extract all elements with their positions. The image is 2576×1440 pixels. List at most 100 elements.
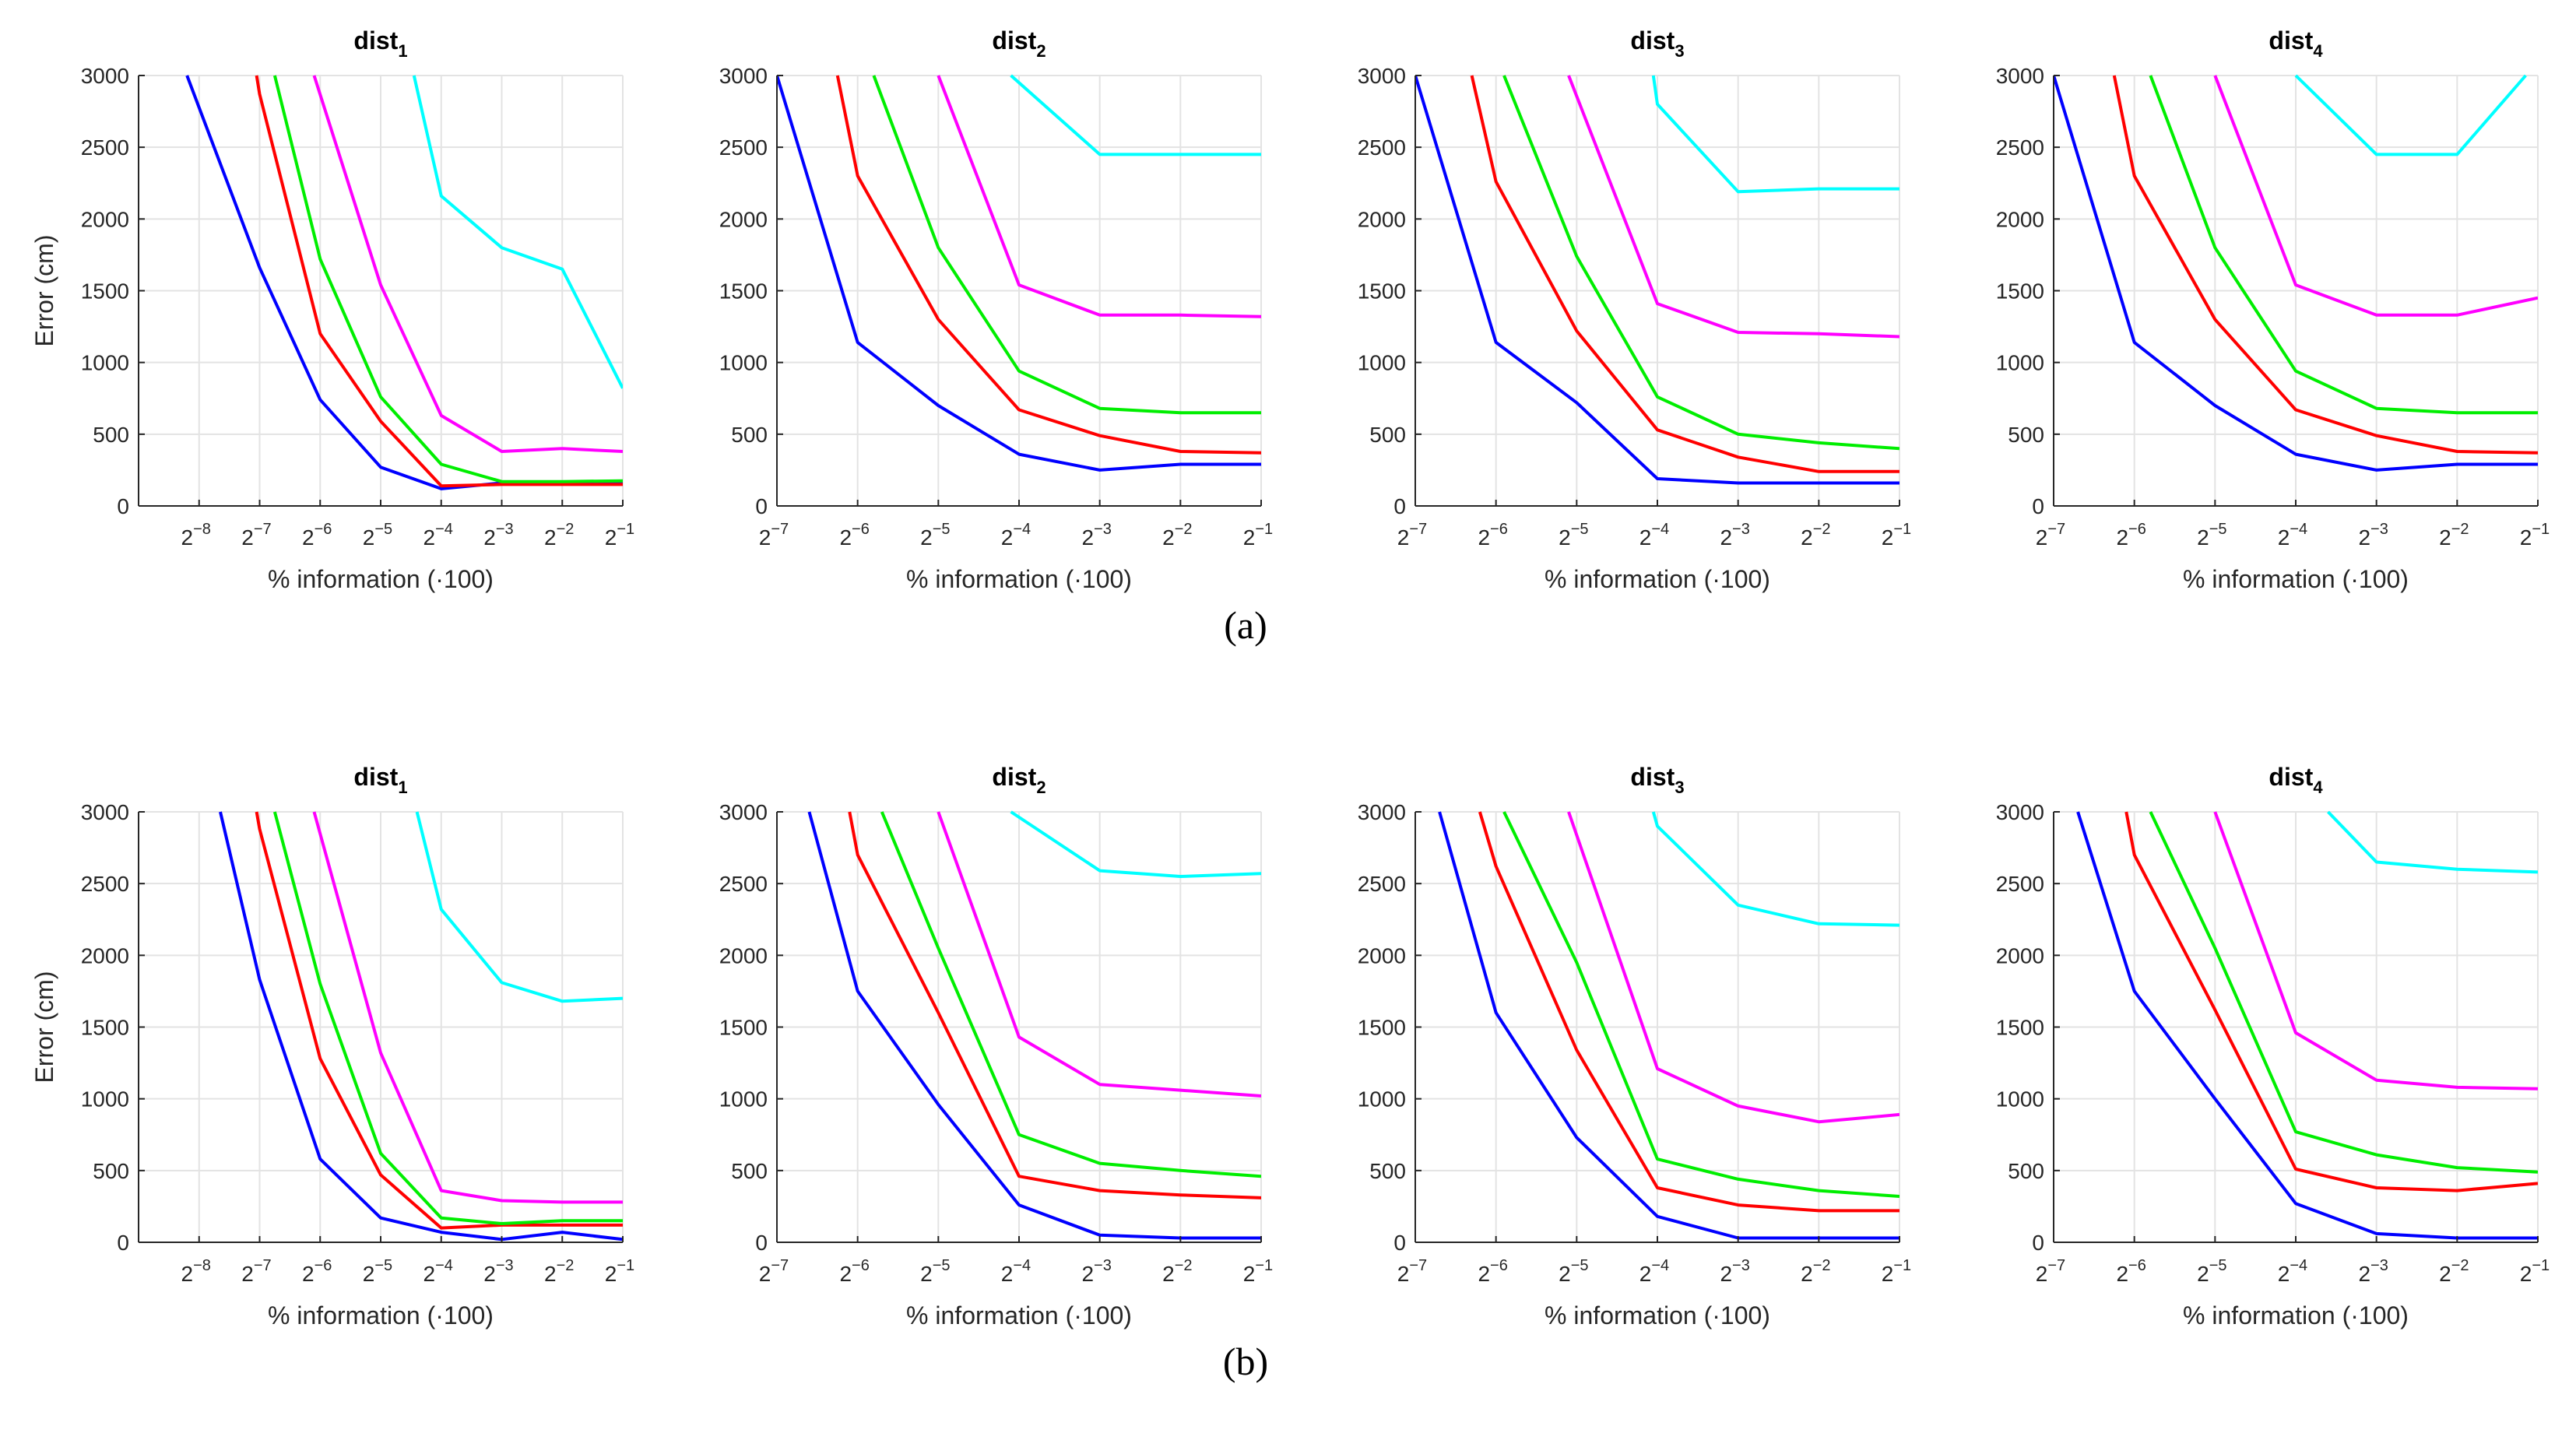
y-tick-label: 0	[2032, 494, 2044, 518]
caption-b: (b)	[1223, 1340, 1268, 1383]
series-line-red	[255, 811, 623, 1230]
y-tick-label: 1000	[1358, 1087, 1406, 1112]
y-tick-label: 2500	[719, 872, 768, 896]
y-tick-label: 1500	[719, 279, 768, 304]
x-tick-label: 2−7	[759, 521, 789, 550]
y-tick-label: 500	[2008, 423, 2044, 447]
x-tick-label: 2−5	[2197, 521, 2226, 550]
panel-title: dist1	[353, 26, 407, 61]
y-tick-label: 1000	[1996, 1087, 2044, 1112]
x-tick-label: 2−2	[1162, 1257, 1192, 1286]
series-line-blue	[2054, 75, 2538, 472]
x-tick-label: 2−6	[2116, 1257, 2145, 1286]
y-tick-label: 2500	[81, 872, 129, 896]
x-tick-label: 2−6	[839, 1257, 869, 1286]
y-tick-label: 1500	[1358, 1016, 1406, 1040]
x-tick-label: 2−7	[2036, 521, 2065, 550]
panel-title: dist2	[992, 26, 1046, 61]
series-line-red	[1478, 811, 1899, 1213]
panel-title: dist3	[1630, 26, 1684, 61]
y-tick-label: 2000	[719, 207, 768, 231]
panel-b-4: 2−7 2−6 2−5 2−4 2−3 2−2 2−1 0 500 1000 1500 2000 250…	[1996, 763, 2550, 1329]
y-tick-label: 500	[731, 1159, 768, 1183]
y-tick-label: 2500	[719, 135, 768, 160]
y-tick-label: 500	[1369, 1159, 1406, 1183]
y-tick-label: 3000	[81, 64, 129, 88]
x-tick-label: 2−6	[1478, 521, 1507, 550]
y-tick-label: 1500	[1358, 279, 1406, 304]
y-tick-label: 0	[1393, 494, 1406, 518]
y-tick-label: 3000	[1996, 800, 2044, 824]
series-line-red	[835, 75, 1261, 455]
x-tick-label: 2−6	[302, 521, 332, 550]
y-tick-label: 2500	[1996, 872, 2044, 896]
panel-title: dist4	[2268, 763, 2323, 797]
y-tick-label: 2500	[81, 135, 129, 160]
panel-title: dist1	[353, 763, 407, 797]
series-line-green	[880, 811, 1261, 1178]
series-line-cyan	[2327, 810, 2538, 874]
panel-a-1: 2−8 2−7 2−6 2−5 2−4 2−3 2−2 2−1 0 500 1000 1500 2000…	[30, 26, 634, 593]
y-tick-label: 1000	[81, 351, 129, 375]
y-tick-label: 3000	[81, 800, 129, 824]
series-line-magenta	[312, 811, 623, 1204]
x-tick-label: 2−7	[1397, 521, 1427, 550]
x-tick-label: 2−7	[241, 521, 271, 550]
y-tick-label: 2500	[1358, 135, 1406, 160]
x-tick-label: 2−5	[363, 521, 392, 550]
y-tick-label: 3000	[1996, 64, 2044, 88]
x-tick-label: 2−2	[1801, 1257, 1830, 1286]
y-tick-label: 3000	[719, 64, 768, 88]
x-axis-label: % information (·100)	[906, 1301, 1132, 1329]
x-tick-label: 2−6	[302, 1257, 332, 1286]
x-tick-label: 2−2	[1162, 521, 1192, 550]
series-line-green	[2149, 811, 2538, 1174]
x-tick-label: 2−1	[2520, 1257, 2550, 1286]
series-line-magenta	[2213, 75, 2538, 317]
x-tick-label: 2−4	[2278, 521, 2307, 550]
x-tick-label: 2−3	[483, 1257, 513, 1286]
x-tick-label: 2−2	[2439, 521, 2469, 550]
panel-b-3: 2−7 2−6 2−5 2−4 2−3 2−2 2−1 0 500 1000 1500 2000 250…	[1358, 763, 1911, 1329]
series-line-magenta	[312, 75, 623, 453]
series-line-red	[1470, 75, 1899, 473]
y-tick-label: 2000	[1358, 943, 1406, 968]
x-tick-label: 2−8	[181, 521, 211, 550]
x-tick-label: 2−1	[605, 1257, 634, 1286]
x-tick-label: 2−4	[2278, 1257, 2307, 1286]
x-tick-label: 2−3	[2358, 1257, 2388, 1286]
panel-a-4: 2−7 2−6 2−5 2−4 2−3 2−2 2−1 0 500 1000 1500 2000 250…	[1996, 26, 2550, 593]
y-tick-label: 0	[2032, 1231, 2044, 1255]
x-axis-label: % information (·100)	[268, 565, 494, 593]
y-tick-label: 0	[755, 1231, 768, 1255]
series-line-green	[1502, 811, 1899, 1198]
x-tick-label: 2−7	[759, 1257, 789, 1286]
series-line-blue	[777, 75, 1261, 472]
series-line-cyan	[412, 75, 623, 389]
y-tick-label: 500	[731, 423, 768, 447]
y-tick-label: 500	[93, 423, 129, 447]
x-tick-label: 2−4	[1001, 1257, 1031, 1286]
x-tick-label: 2−5	[363, 1257, 392, 1286]
series-line-cyan	[415, 811, 623, 1003]
series-line-red	[848, 811, 1261, 1199]
x-tick-label: 2−1	[2520, 521, 2550, 550]
x-tick-label: 2−4	[1639, 1257, 1669, 1286]
x-tick-label: 2−5	[1559, 1257, 1588, 1286]
y-tick-label: 0	[117, 1231, 129, 1255]
x-tick-label: 2−4	[423, 1257, 453, 1286]
x-tick-label: 2−5	[920, 521, 950, 550]
x-tick-label: 2−4	[423, 521, 453, 550]
series-line-blue	[219, 811, 623, 1242]
y-tick-label: 0	[117, 494, 129, 518]
series-line-magenta	[1567, 811, 1899, 1124]
x-tick-label: 2−6	[839, 521, 869, 550]
y-tick-label: 2000	[1996, 207, 2044, 231]
y-tick-label: 1500	[719, 1016, 768, 1040]
x-tick-label: 2−2	[2439, 1257, 2469, 1286]
x-axis-label: % information (·100)	[268, 1301, 494, 1329]
series-line-green	[2149, 75, 2538, 415]
x-tick-label: 2−2	[544, 521, 574, 550]
series-line-green	[272, 75, 623, 483]
